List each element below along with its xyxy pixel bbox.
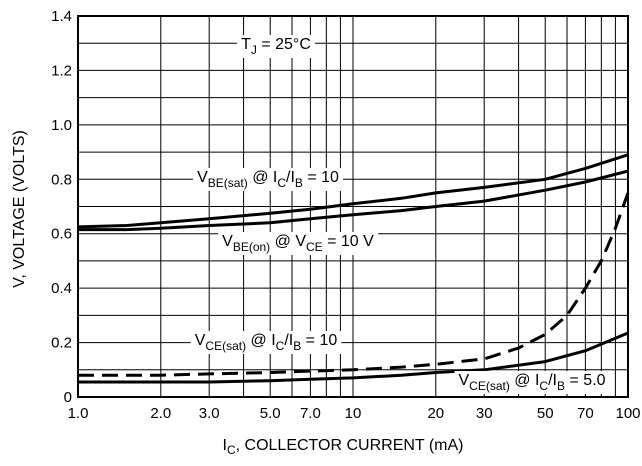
annotation-background	[218, 232, 379, 255]
x-axis-title-rest: , COLLECTOR CURRENT (mA)	[236, 437, 464, 454]
y-tick-label: 0.6	[51, 226, 72, 243]
x-tick-label: 5.0	[260, 405, 281, 422]
annotation-background	[190, 331, 342, 354]
annotations: TJ = 25°C VBE(sat) @ IC/IB = 10 VBE(on) @ …	[190, 35, 610, 394]
series-line-vbe_on	[78, 169, 629, 232]
x-tick-label: 50	[537, 405, 554, 422]
x-tick-label: 70	[577, 405, 594, 422]
x-tick-label: 3.0	[199, 405, 220, 422]
plot-frame	[77, 15, 629, 398]
series-line-vbe_sat	[77, 153, 629, 229]
x-tick-label: 1.0	[68, 405, 89, 422]
y-tick-label: 1.2	[51, 62, 72, 79]
y-axis-title: V, VOLTAGE (VOLTS)	[11, 130, 28, 288]
annotation-background	[454, 371, 610, 394]
annotation-tj: TJ = 25°C	[237, 35, 315, 58]
annotation-text: VBE(on) @ VCE = 10 V	[222, 233, 374, 254]
y-tick-label: 0.4	[51, 280, 72, 297]
series-line-vce_sat_5	[78, 331, 629, 384]
x-axis-title-main: I	[223, 437, 227, 454]
annotation-text: VCE(sat) @ IC/IB = 5.0	[459, 372, 606, 393]
x-tick-label: 10	[345, 405, 362, 422]
y-tick-label: 0.8	[51, 171, 72, 188]
x-tick-label: 30	[476, 405, 493, 422]
annotation-text: VCE(sat) @ IC/IB = 10	[195, 332, 338, 353]
x-axis-title: IC, COLLECTOR CURRENT (mA)	[223, 437, 464, 457]
x-tick-label: 7.0	[300, 405, 321, 422]
grid	[77, 15, 629, 398]
x-tick-label: 100	[615, 405, 640, 422]
annotation-text: TJ = 25°C	[241, 36, 311, 57]
y-tick-label: 0.2	[51, 335, 72, 352]
x-tick-label: 20	[427, 405, 444, 422]
y-tick-label: 1.0	[51, 117, 72, 134]
tick-labels: 1.0 2.0 3.0 5.0 7.0 10 20 30 50 70 100 0 0.2 0.4 0.6 0.…	[51, 8, 640, 422]
y-tick-label: 1.4	[51, 8, 72, 25]
curves	[77, 153, 630, 384]
annotation-vce_sat_10_label: VCE(sat) @ IC/IB = 10	[190, 331, 342, 354]
annotation-background	[237, 35, 315, 58]
annotation-background	[193, 168, 344, 191]
y-tick-label: 0	[64, 389, 72, 406]
annotation-text: VBE(sat) @ IC/IB = 10	[197, 169, 339, 190]
annotation-vbe_sat_label: VBE(sat) @ IC/IB = 10	[193, 168, 344, 191]
annotation-vce_sat_5_label: VCE(sat) @ IC/IB = 5.0	[454, 371, 610, 394]
x-tick-label: 2.0	[150, 405, 171, 422]
annotation-vbe_on_label: VBE(on) @ VCE = 10 V	[218, 232, 379, 255]
x-axis-title-sub: C	[227, 443, 236, 457]
